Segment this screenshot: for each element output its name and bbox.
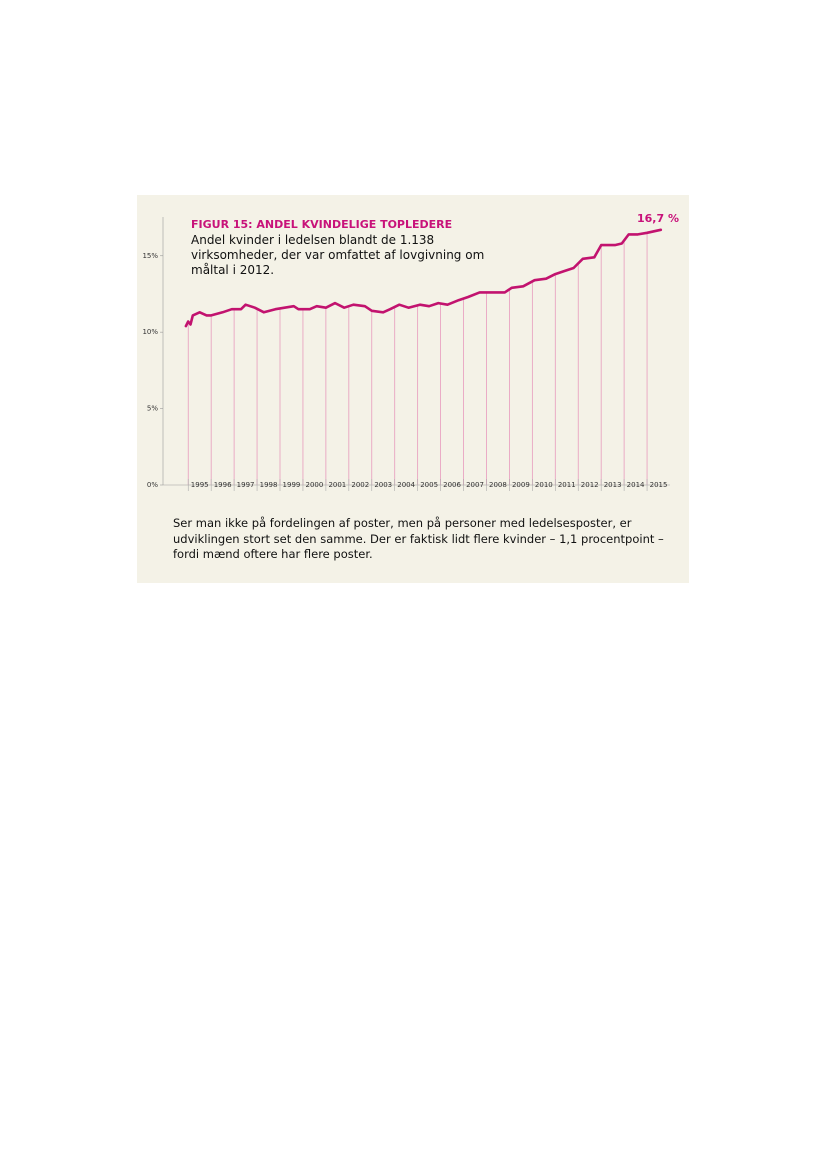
x-tick-label: 2004 (397, 481, 415, 489)
x-tick-label: 2010 (535, 481, 553, 489)
x-tick-label: 2000 (305, 481, 323, 489)
x-tick-label: 1996 (214, 481, 232, 489)
y-tick-label: 5% (147, 405, 158, 413)
x-tick-label: 2002 (351, 481, 369, 489)
y-tick-label: 10% (142, 328, 158, 336)
chart-title: FIGUR 15: ANDEL KVINDELIGE TOPLEDERE (191, 218, 453, 231)
x-tick-label: 1997 (237, 481, 255, 489)
chart-subtitle: Andel kvinder i ledelsen blandt de 1.138… (191, 233, 485, 277)
x-tick-label: 2007 (466, 481, 484, 489)
x-tick-label: 1995 (191, 481, 209, 489)
x-tick-label: 2008 (489, 481, 507, 489)
x-tick-label: 2011 (558, 481, 576, 489)
x-tick-label: 2003 (374, 481, 392, 489)
x-tick-label: 1998 (260, 481, 278, 489)
x-tick-label: 2015 (650, 481, 668, 489)
x-tick-label: 1999 (283, 481, 301, 489)
x-tick-label: 2013 (604, 481, 622, 489)
x-tick-label: 2006 (443, 481, 461, 489)
y-tick-label: 15% (142, 252, 158, 260)
caption: Ser man ikke på fordelingen af poster, m… (173, 516, 664, 561)
x-tick-label: 2012 (581, 481, 599, 489)
panel (137, 195, 689, 583)
x-tick-label: 2009 (512, 481, 530, 489)
x-tick-label: 2005 (420, 481, 438, 489)
annotation: 16,7 % (637, 212, 679, 225)
x-tick-label: 2001 (328, 481, 346, 489)
x-tick-label: 2014 (627, 481, 645, 489)
line (184, 228, 663, 328)
y-tick-label: 0% (147, 481, 158, 489)
